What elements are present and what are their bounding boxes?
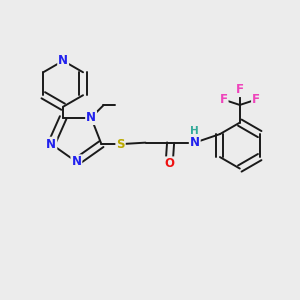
Text: N: N <box>46 138 56 151</box>
Text: N: N <box>58 54 68 67</box>
Text: O: O <box>164 157 174 170</box>
Text: N: N <box>71 155 81 168</box>
Text: F: F <box>252 93 260 106</box>
Text: N: N <box>190 136 200 149</box>
Text: N: N <box>86 111 96 124</box>
Text: H: H <box>190 126 199 136</box>
Text: F: F <box>236 83 244 96</box>
Text: F: F <box>220 93 228 106</box>
Text: S: S <box>116 138 125 151</box>
